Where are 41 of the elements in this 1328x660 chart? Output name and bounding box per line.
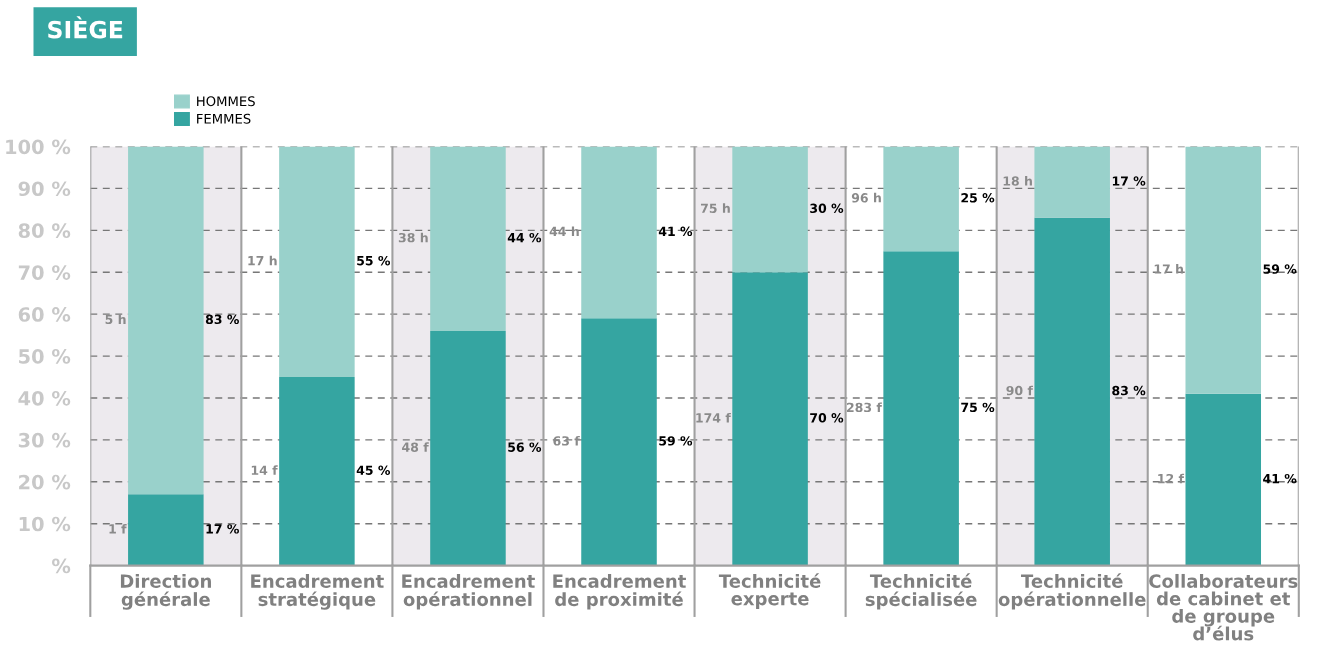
legend-label: FEMMES xyxy=(197,113,251,124)
x-tick-label: Technicité opérationnelle xyxy=(998,573,1146,610)
annotation: 17 % xyxy=(1112,176,1146,186)
annotation: 283 f xyxy=(846,402,882,413)
annotation: 1 f xyxy=(109,523,127,534)
x-tick-label: Encadrement stratégique xyxy=(251,573,384,610)
x-tick-label: Direction générale xyxy=(120,573,211,610)
annotation: 75 % xyxy=(961,402,995,413)
annotation: 75 h xyxy=(700,203,730,214)
annotation: 44 % xyxy=(507,232,542,243)
x-tick-label: Encadrement opérationnel xyxy=(402,573,535,610)
annotation: 59 % xyxy=(1263,264,1297,274)
annotation: 174 f xyxy=(696,412,731,423)
annotation: 55 % xyxy=(357,255,391,266)
annotation: 45 % xyxy=(356,465,391,475)
chart-title: SIÈGE xyxy=(48,16,123,39)
annotation: 83 % xyxy=(205,314,239,325)
annotation: 56 % xyxy=(508,442,542,452)
x-tick-label: Collaborateurs de cabinet et de groupe d’élus xyxy=(1149,573,1298,641)
annotation: 83 % xyxy=(1112,385,1146,396)
annotation: 14 f xyxy=(251,465,278,475)
annotation: 30 % xyxy=(810,203,844,214)
y-tick-label: % xyxy=(52,558,71,574)
annotation: 41 % xyxy=(658,226,693,237)
annotation: 96 h xyxy=(851,192,881,203)
annotation: 90 f xyxy=(1006,385,1034,396)
annotation: 70 % xyxy=(810,413,844,423)
annotation: 18 h xyxy=(1003,176,1032,186)
annotation: 17 h xyxy=(248,255,277,266)
annotation: 17 % xyxy=(206,524,239,534)
annotation: 48 f xyxy=(402,442,429,452)
annotation: 5 h xyxy=(105,314,126,325)
annotation: 59 % xyxy=(659,436,693,446)
annotation: 25 % xyxy=(961,193,995,203)
x-tick-label: Encadrement de proximité xyxy=(553,573,686,610)
annotation: 44 h xyxy=(549,226,579,236)
legend-label: HOMMES xyxy=(197,96,255,107)
x-tick-label: Technicité spécialisée xyxy=(865,573,977,610)
annotation: 38 h xyxy=(398,232,428,243)
x-tick-label: Technicité experte xyxy=(718,573,821,609)
annotation: 41 % xyxy=(1263,473,1297,484)
